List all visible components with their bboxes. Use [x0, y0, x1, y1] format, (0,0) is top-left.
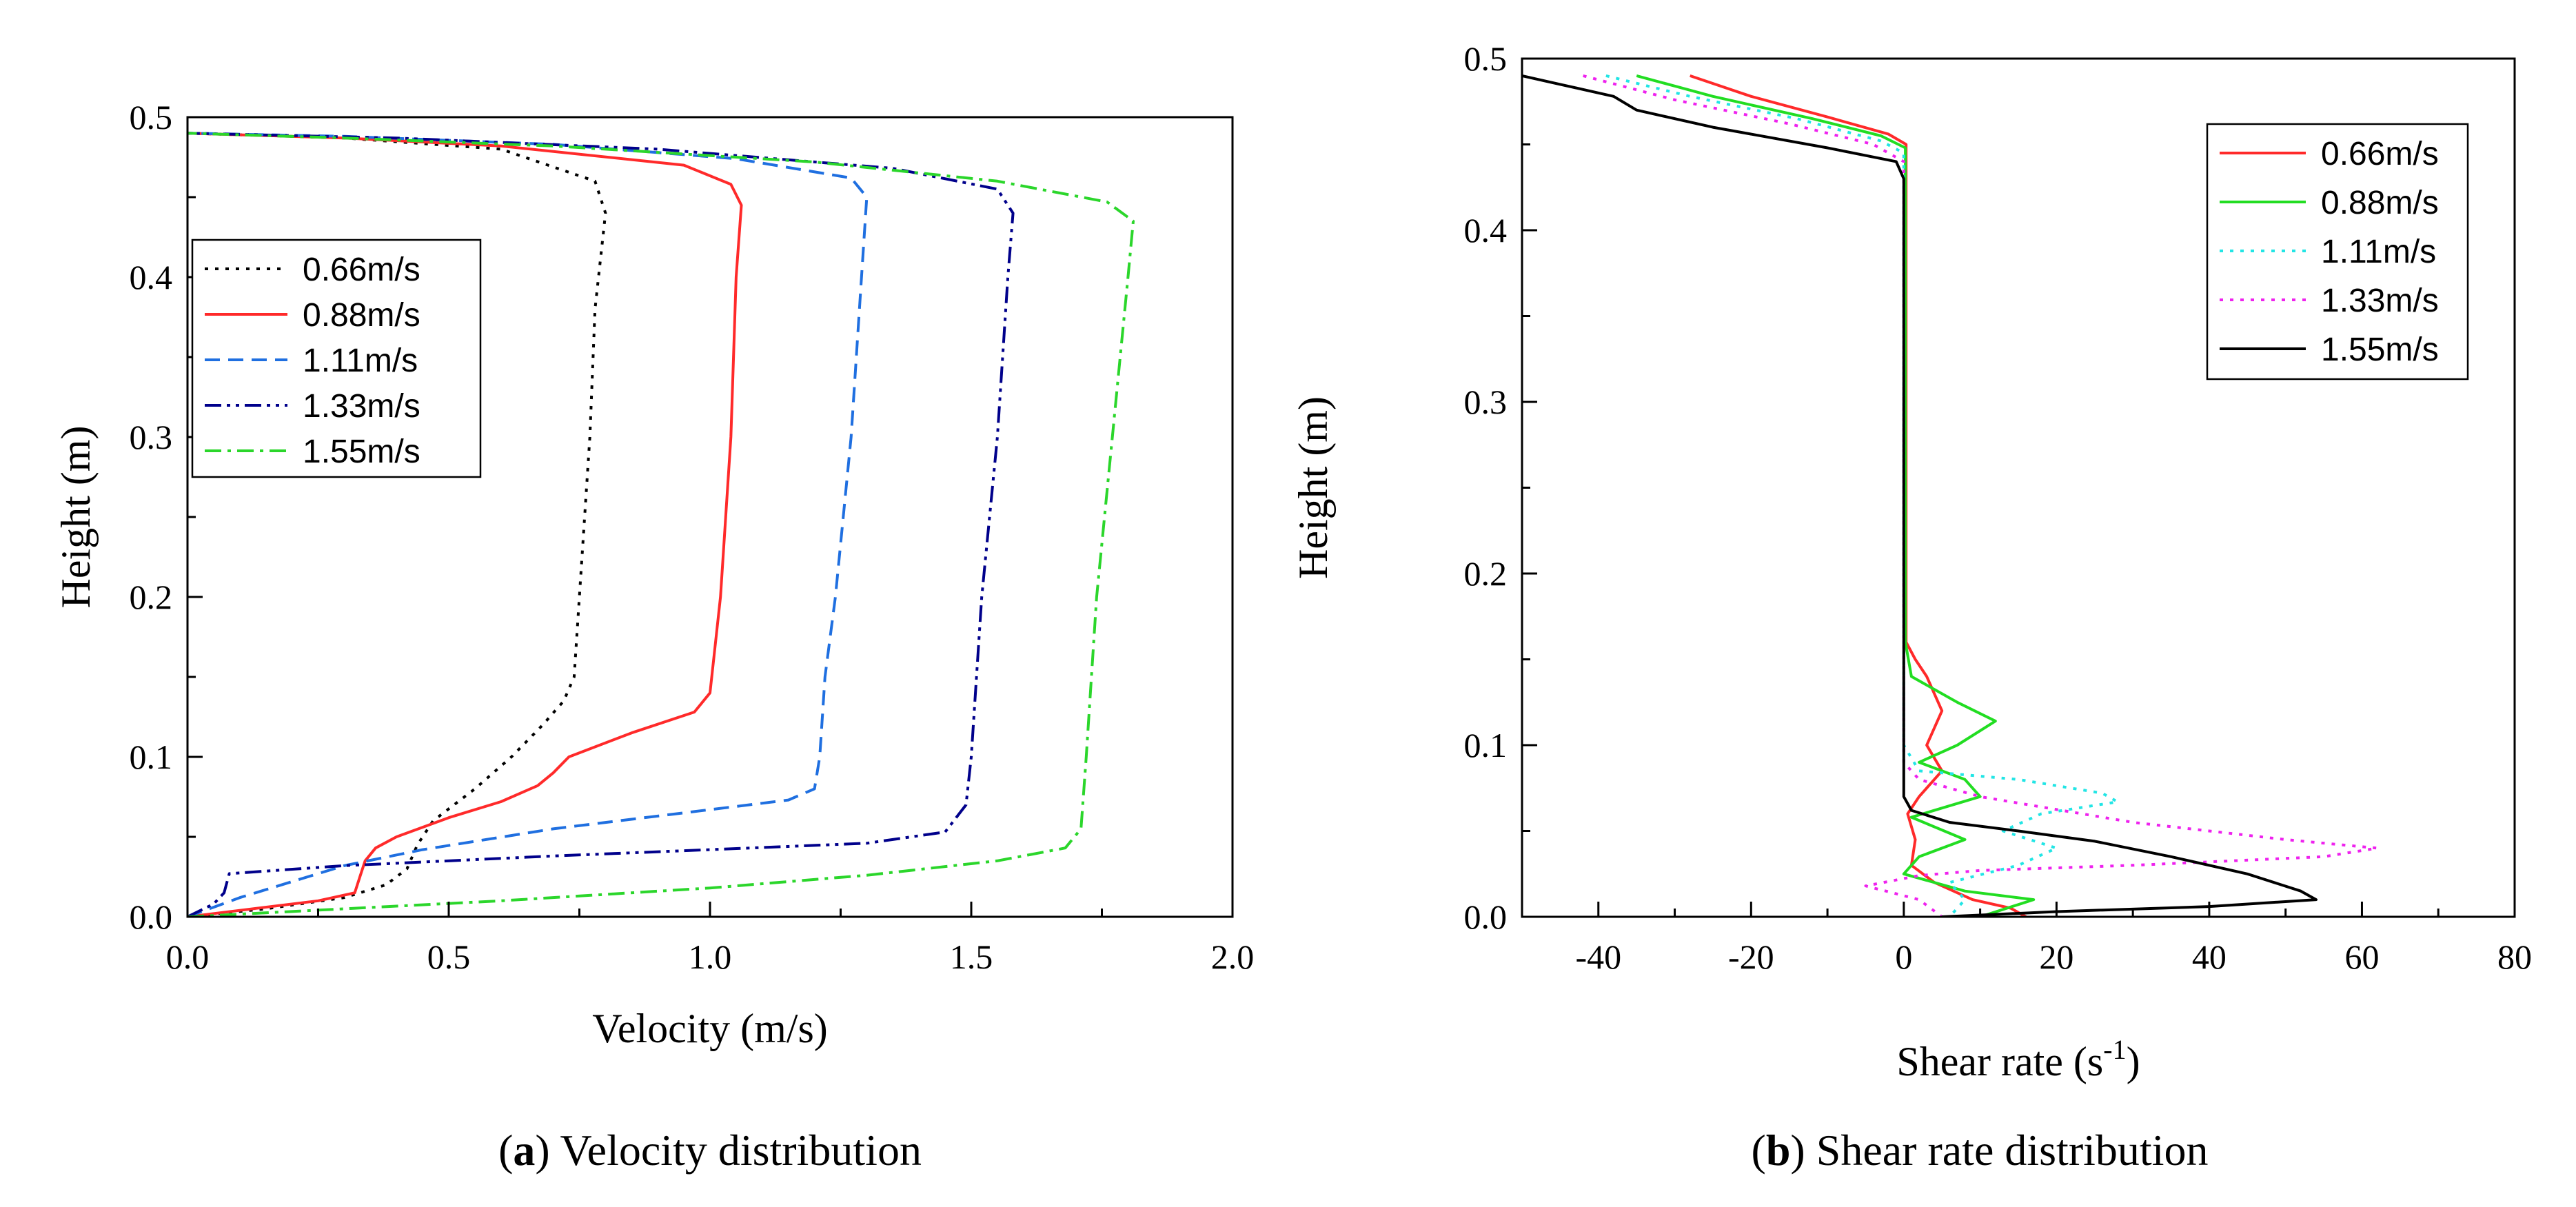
- shear-x-tick-label: 20: [2039, 937, 2073, 976]
- velocity-series-line-1: [187, 132, 607, 917]
- shear-series-line-3: [1605, 74, 2119, 917]
- velocity-caption: (a) Velocity distribution: [498, 1126, 922, 1175]
- velocity-plot-frame: [186, 116, 1234, 918]
- velocity-y-tick-label: 0.4: [130, 258, 173, 296]
- velocity-y-tick-label: 0.3: [130, 418, 173, 456]
- shear-caption: (b) Shear rate distribution: [1752, 1126, 2209, 1175]
- velocity-x-tick-label: 1.0: [689, 937, 732, 976]
- velocity-legend-label-4: 1.33m/s: [303, 388, 420, 425]
- shear-series-line-5: [1522, 74, 2318, 917]
- shear-x-label-superscript: -1: [2103, 1034, 2126, 1065]
- velocity-y-tick-label: 0.0: [130, 897, 173, 936]
- shear-x-tick-label: -20: [1728, 937, 1774, 976]
- shear-x-tick-label: 40: [2192, 937, 2227, 976]
- shear-legend-label-1: 0.66m/s: [2321, 136, 2439, 172]
- velocity-caption-text: Velocity distribution: [550, 1126, 922, 1175]
- velocity-series-line-5: [187, 132, 1135, 917]
- shear-y-tick-label: 0.5: [1464, 39, 1508, 78]
- shear-caption-text: Shear rate distribution: [1805, 1126, 2209, 1175]
- shear-x-label-main: Shear rate (s: [1896, 1039, 2103, 1084]
- shear-x-tick-label: -40: [1575, 937, 1621, 976]
- velocity-x-tick-label: 0.5: [427, 937, 471, 976]
- shear-rate-chart: -40 -20 0 20 40 60 80 0.0 0.1 0.2 0.3 0.4 0.5 Shear …: [1290, 39, 2532, 1175]
- velocity-y-axis-label: Height (m): [53, 426, 99, 609]
- velocity-legend-label-2: 0.88m/s: [303, 297, 420, 334]
- shear-y-tick-label: 0.0: [1464, 897, 1508, 936]
- shear-x-label-suffix: ): [2127, 1039, 2140, 1084]
- velocity-legend: 0.66m/s 0.88m/s 1.11m/s 1.33m/s 1.55m/s: [191, 239, 482, 478]
- velocity-x-tick-label: 0.0: [166, 937, 210, 976]
- shear-legend-label-4: 1.33m/s: [2321, 283, 2439, 319]
- velocity-series-line-3: [187, 132, 869, 917]
- velocity-series-line-2: [187, 132, 743, 917]
- velocity-y-tick-label: 0.2: [130, 578, 173, 616]
- shear-axis-ticks: -40 -20 0 20 40 60 80 0.0 0.1 0.2 0.3 0.4 0.5: [1464, 39, 2533, 976]
- velocity-y-tick-label: 0.5: [130, 98, 173, 136]
- velocity-legend-label-3: 1.11m/s: [303, 343, 418, 379]
- shear-y-tick-label: 0.3: [1464, 383, 1508, 421]
- shear-plot-series: [1522, 74, 2379, 917]
- velocity-series-line-4: [187, 132, 1015, 917]
- velocity-legend-label-1: 0.66m/s: [303, 252, 420, 288]
- velocity-x-axis-label: Velocity (m/s): [592, 1006, 828, 1051]
- shear-y-tick-label: 0.1: [1464, 726, 1508, 764]
- shear-x-axis-label: Shear rate (s-1): [1896, 1034, 2140, 1084]
- shear-legend-label-5: 1.55m/s: [2321, 332, 2439, 368]
- shear-caption-letter: b: [1766, 1126, 1791, 1175]
- velocity-y-tick-label: 0.1: [130, 738, 173, 776]
- velocity-axis-ticks: 0.0 0.5 1.0 1.5 2.0 0.0 0.1 0.2 0.3 0.4 0.5: [130, 98, 1255, 976]
- shear-legend-label-2: 0.88m/s: [2321, 185, 2439, 221]
- velocity-caption-letter: a: [513, 1126, 535, 1175]
- shear-legend: 0.66m/s 0.88m/s 1.11m/s 1.33m/s 1.55m/s: [2206, 123, 2469, 381]
- shear-y-axis-label: Height (m): [1290, 396, 1336, 579]
- shear-x-tick-label: 0: [1895, 937, 1912, 976]
- velocity-legend-label-5: 1.55m/s: [303, 434, 420, 470]
- velocity-x-tick-label: 2.0: [1211, 937, 1255, 976]
- velocity-chart: 0.0 0.5 1.0 1.5 2.0 0.0 0.1 0.2 0.3 0.4 0.5 Veloci…: [53, 98, 1254, 1175]
- shear-y-tick-label: 0.4: [1464, 211, 1508, 250]
- shear-series-line-1: [1690, 74, 2027, 917]
- shear-x-tick-label: 60: [2344, 937, 2379, 976]
- shear-series-line-2: [1636, 74, 2036, 917]
- shear-x-tick-label: 80: [2497, 937, 2532, 976]
- shear-y-tick-label: 0.2: [1464, 554, 1508, 593]
- shear-legend-label-3: 1.11m/s: [2321, 234, 2436, 270]
- velocity-x-tick-label: 1.5: [950, 937, 993, 976]
- velocity-plot-series: [187, 132, 1135, 917]
